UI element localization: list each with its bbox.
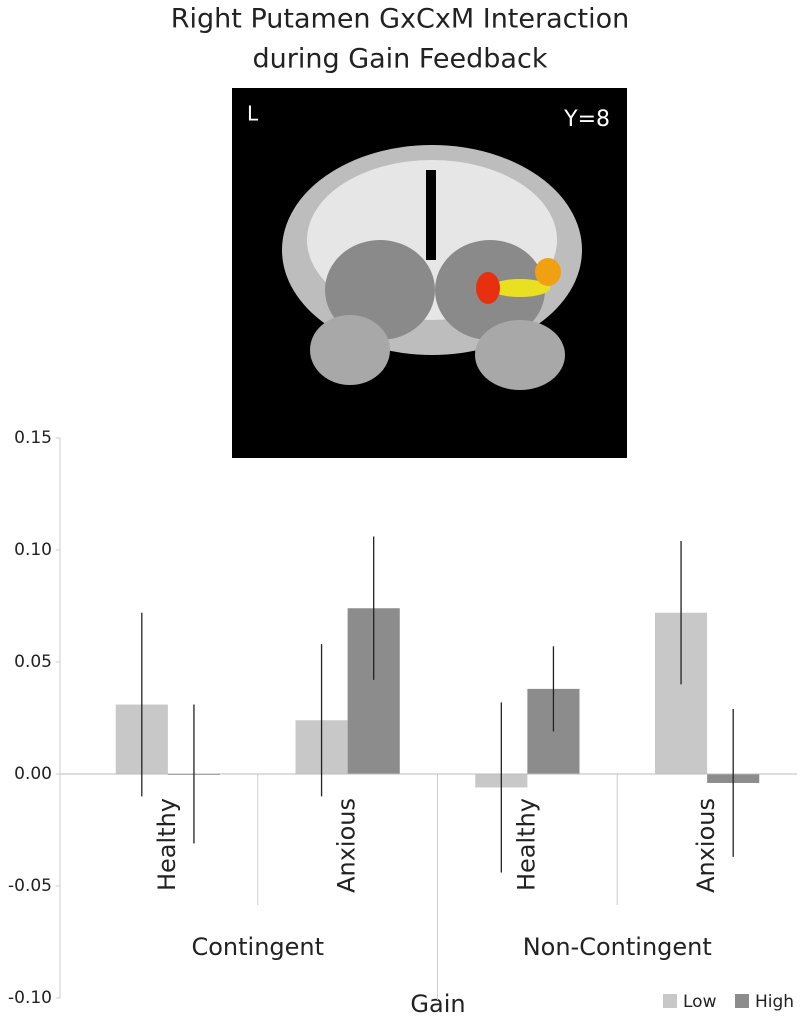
x-tick-label: Anxious	[333, 798, 361, 893]
chart-title: Right Putamen GxCxM Interaction	[171, 4, 629, 35]
y-tick-label: 0.00	[14, 764, 52, 784]
y-tick-label: 0.15	[14, 428, 52, 448]
legend-label: Low	[683, 992, 717, 1012]
image-label: Y=8	[563, 107, 610, 132]
y-tick-label: 0.05	[14, 652, 52, 672]
legend-label: High	[755, 992, 794, 1012]
x-tick-label: Anxious	[692, 798, 720, 893]
group-label: Contingent	[191, 933, 324, 961]
y-tick-label: -0.10	[8, 988, 52, 1008]
image-label: L	[247, 102, 259, 126]
brain-image: L Y=8	[232, 88, 627, 458]
legend-swatch	[735, 994, 749, 1008]
y-tick-label: 0.10	[14, 540, 52, 560]
group-label: Non-Contingent	[523, 933, 712, 961]
legend-swatch	[663, 994, 677, 1008]
y-tick-label: -0.05	[8, 876, 52, 896]
chart-title: during Gain Feedback	[253, 44, 548, 75]
x-tick-label: Healthy	[512, 798, 540, 891]
x-tick-label: Healthy	[153, 798, 181, 891]
